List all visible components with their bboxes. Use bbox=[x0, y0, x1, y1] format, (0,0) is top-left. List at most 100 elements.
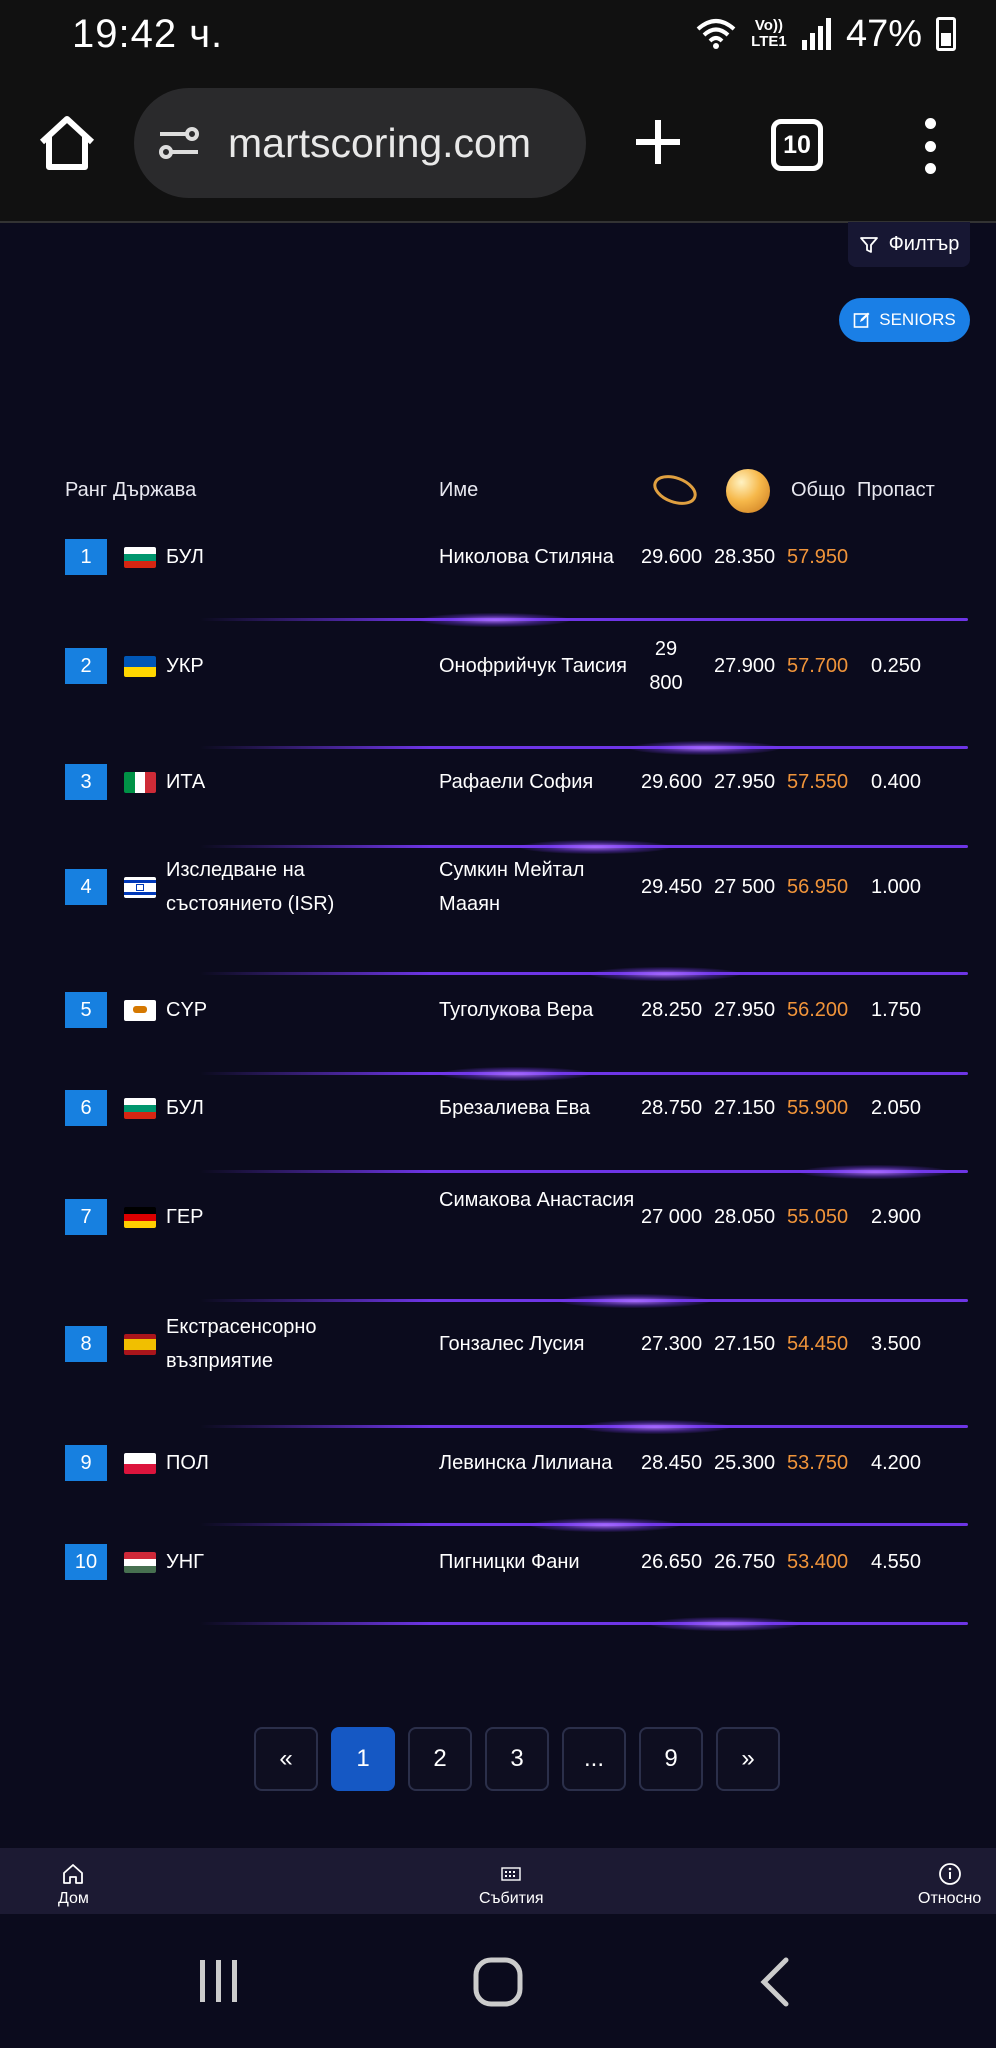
app-bottom-nav: Дом Събития Относно bbox=[0, 1848, 996, 1914]
country-code: Екстрасенсорно възприятие bbox=[166, 1316, 317, 1372]
page-9-button[interactable]: 9 bbox=[639, 1727, 703, 1791]
athlete-name: Сумкин Мейтал Мааян bbox=[439, 859, 585, 915]
seniors-category-button[interactable]: SENIORS bbox=[839, 298, 970, 342]
ball-score: 26.750 bbox=[714, 1551, 776, 1573]
gap-score: 1.000 bbox=[871, 876, 922, 898]
address-bar[interactable]: martscoring.com bbox=[134, 88, 586, 198]
network-label: Vo)) LTE1 bbox=[751, 17, 787, 50]
home-icon[interactable] bbox=[36, 112, 98, 174]
hoop-score: 28.250 bbox=[641, 999, 703, 1021]
ball-score: 27.950 bbox=[714, 771, 776, 793]
total-score: 55.900 bbox=[787, 1097, 849, 1119]
nav-events[interactable]: Събития bbox=[479, 1862, 544, 1908]
ball-score: 27.950 bbox=[714, 999, 776, 1021]
rank-badge: 3 bbox=[65, 764, 107, 800]
gap-score: 0.250 bbox=[871, 655, 922, 677]
header-country: Държава bbox=[113, 479, 197, 501]
table-row[interactable]: 1 БУЛ Николова Стиляна 29.600 28.350 57.950 bbox=[0, 537, 996, 577]
row-divider bbox=[200, 618, 968, 621]
next-page-button[interactable]: » bbox=[716, 1727, 780, 1791]
header-name: Име bbox=[439, 479, 479, 501]
system-nav-bar bbox=[0, 1914, 996, 2048]
filter-icon bbox=[859, 236, 878, 253]
new-tab-icon[interactable] bbox=[628, 112, 688, 172]
row-divider bbox=[200, 972, 968, 975]
rank-badge: 8 bbox=[65, 1326, 107, 1362]
athlete-name: Симакова Анастасия bbox=[439, 1189, 635, 1211]
divider-glow bbox=[520, 840, 670, 854]
tab-switcher-button[interactable]: 10 bbox=[771, 119, 823, 171]
ellipsis-button[interactable]: ... bbox=[562, 1727, 626, 1791]
header-gap: Пропаст bbox=[857, 479, 935, 501]
nav-events-label: Събития bbox=[479, 1890, 544, 1907]
ball-score: 27 500 bbox=[714, 876, 776, 898]
divider-glow bbox=[560, 1294, 710, 1308]
hungary-flag bbox=[124, 1552, 156, 1573]
rank-badge: 5 bbox=[65, 992, 107, 1028]
total-score: 57.950 bbox=[787, 546, 849, 568]
recent-apps-icon[interactable] bbox=[194, 1956, 244, 2006]
hoop-score: 29.600 bbox=[641, 546, 703, 568]
table-row[interactable]: 3 ИТА Рафаели София 29.600 27.950 57.550 0.400 bbox=[0, 762, 996, 802]
filter-label: Филтър bbox=[888, 233, 960, 255]
gap-score: 4.550 bbox=[871, 1551, 922, 1573]
country-code: CYP bbox=[166, 999, 208, 1021]
country-code: БУЛ bbox=[166, 1097, 204, 1119]
seniors-label: SENIORS bbox=[879, 310, 956, 329]
cyprus-flag bbox=[124, 1000, 156, 1021]
total-score: 57.700 bbox=[787, 655, 849, 677]
prev-page-button[interactable]: « bbox=[254, 1727, 318, 1791]
table-row[interactable]: 7 ГЕР Симакова Анастасия 27 000 28.050 55.050… bbox=[0, 1189, 996, 1237]
page-2-button[interactable]: 2 bbox=[408, 1727, 472, 1791]
country-code: УНГ bbox=[166, 1551, 204, 1573]
gap-score: 2.050 bbox=[871, 1097, 922, 1119]
gap-score: 2.900 bbox=[871, 1206, 922, 1228]
gap-score: 0.400 bbox=[871, 771, 922, 793]
table-row[interactable]: 9 ПОЛ Левинска Лилиана 28.450 25.300 53.750 4.… bbox=[0, 1443, 996, 1483]
rank-badge: 9 bbox=[65, 1445, 107, 1481]
rank-badge: 6 bbox=[65, 1090, 107, 1126]
page-3-button[interactable]: 3 bbox=[485, 1727, 549, 1791]
nav-home[interactable]: Дом bbox=[58, 1862, 89, 1908]
table-row[interactable]: 10 УНГ Пигницки Фани 26.650 26.750 53.400 4.55… bbox=[0, 1542, 996, 1582]
total-score: 54.450 bbox=[787, 1333, 849, 1355]
table-row[interactable]: 8 Екстрасенсорно възприятие Гонзалес Лусия… bbox=[0, 1316, 996, 1372]
country-code: Изследване на състоянието (ISR) bbox=[166, 859, 335, 915]
athlete-name: Туголукова Вера bbox=[439, 999, 594, 1021]
total-score: 57.550 bbox=[787, 771, 849, 793]
wifi-icon bbox=[696, 19, 736, 49]
table-row[interactable]: 5 CYP Туголукова Вера 28.250 27.950 56.200 1.7… bbox=[0, 990, 996, 1030]
spain-flag bbox=[124, 1334, 156, 1355]
home-button-icon[interactable] bbox=[472, 1956, 524, 2008]
divider-glow bbox=[800, 1165, 950, 1179]
rank-badge: 1 bbox=[65, 539, 107, 575]
more-menu-icon[interactable] bbox=[920, 118, 940, 174]
header-rank: Ранг bbox=[65, 479, 108, 501]
nav-about-label: Относно bbox=[918, 1890, 982, 1907]
ball-score: 27.900 bbox=[714, 655, 776, 677]
divider-glow bbox=[420, 613, 570, 627]
nav-about[interactable]: Относно bbox=[918, 1862, 981, 1908]
bulgaria-flag bbox=[124, 547, 156, 568]
rank-badge: 7 bbox=[65, 1199, 107, 1235]
total-score: 53.400 bbox=[787, 1551, 849, 1573]
athlete-name: Левинска Лилиана bbox=[439, 1452, 613, 1474]
ball-apparatus-icon bbox=[726, 469, 770, 513]
row-divider bbox=[200, 746, 968, 749]
hoop-apparatus-icon bbox=[653, 475, 697, 505]
israel-flag bbox=[124, 877, 156, 898]
total-score: 56.200 bbox=[787, 999, 849, 1021]
table-row[interactable]: 2 УКР Онофрийчук Таисия 29 800 27.900 57.700 0… bbox=[0, 638, 996, 694]
country-code: УКР bbox=[166, 655, 204, 677]
table-row[interactable]: 6 БУЛ Брезалиева Ева 28.750 27.150 55.900 2.05… bbox=[0, 1088, 996, 1128]
total-score: 56.950 bbox=[787, 876, 849, 898]
back-icon[interactable] bbox=[756, 1956, 796, 2008]
rank-badge: 10 bbox=[65, 1544, 107, 1580]
table-row[interactable]: 4 Изследване на състоянието (ISR) Сумкин М… bbox=[0, 859, 996, 915]
site-settings-icon[interactable] bbox=[156, 120, 202, 166]
page-1-button[interactable]: 1 bbox=[331, 1727, 395, 1791]
germany-flag bbox=[124, 1207, 156, 1228]
divider-glow bbox=[530, 1518, 680, 1532]
total-score: 55.050 bbox=[787, 1206, 849, 1228]
filter-button[interactable]: Филтър bbox=[848, 222, 970, 267]
